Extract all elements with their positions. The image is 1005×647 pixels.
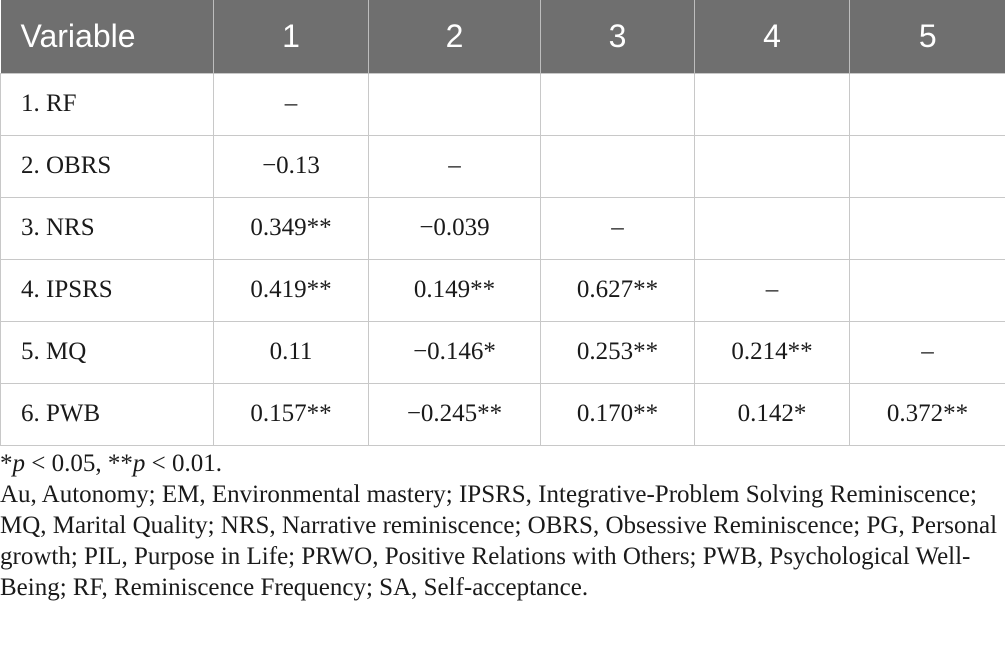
table-footnotes: *p < 0.05, **p < 0.01. Au, Autonomy; EM,…: [0, 448, 1000, 603]
table-cell: [540, 72, 695, 136]
table-cell: [368, 72, 541, 136]
table-cell: [849, 258, 1005, 322]
table-row: 4. IPSRS 0.419** 0.149** 0.627** –: [0, 258, 1005, 322]
header-variable: Variable: [20, 17, 136, 54]
table-cell: [694, 72, 850, 136]
table-row: 6. PWB 0.157** −0.245** 0.170** 0.142* 0…: [0, 382, 1005, 446]
sig-star-1: *: [0, 450, 13, 477]
table-cell: [540, 134, 695, 198]
table-cell: [849, 196, 1005, 260]
header-col-5: 5: [849, 0, 1005, 73]
table-cell: −0.039: [368, 196, 541, 260]
table-cell: 0.372**: [849, 382, 1005, 446]
correlation-table: Variable 1 2 3 4 5 1. RF – 2. OBRS −0.13…: [0, 0, 1005, 446]
table-cell: 0.170**: [540, 382, 695, 446]
table-cell: 0.627**: [540, 258, 695, 322]
abbreviations-note: Au, Autonomy; EM, Environmental mastery;…: [0, 481, 998, 601]
table-cell: –: [540, 196, 695, 260]
table-header-row: Variable 1 2 3 4 5: [0, 0, 1005, 73]
row-label: 1. RF: [0, 72, 214, 136]
table-cell: 0.142*: [694, 382, 850, 446]
table-cell: 0.419**: [213, 258, 369, 322]
table-cell: 0.11: [213, 320, 369, 384]
sig-star-2: **: [107, 450, 133, 477]
table-cell: [849, 72, 1005, 136]
table-cell: –: [213, 72, 369, 136]
significance-note: *p < 0.05, **p < 0.01.: [0, 448, 1000, 479]
sig-threshold-2: < 0.01.: [145, 450, 222, 477]
p-symbol: p: [132, 450, 146, 477]
sig-threshold-1: < 0.05,: [25, 450, 108, 477]
table-cell: 0.214**: [694, 320, 850, 384]
table-cell: –: [368, 134, 541, 198]
table-cell: –: [849, 320, 1005, 384]
table-cell: [849, 134, 1005, 198]
row-label: 4. IPSRS: [0, 258, 214, 322]
table-row: 1. RF –: [0, 72, 1005, 136]
table-cell: 0.253**: [540, 320, 695, 384]
table-cell: [694, 196, 850, 260]
table-cell: −0.245**: [368, 382, 541, 446]
header-col-1: 1: [213, 0, 369, 73]
header-col-3: 3: [540, 0, 695, 73]
table-cell: 0.157**: [213, 382, 369, 446]
table-cell: –: [694, 258, 850, 322]
p-symbol: p: [12, 450, 26, 477]
table-row: 2. OBRS −0.13 –: [0, 134, 1005, 198]
table-row: 5. MQ 0.11 −0.146* 0.253** 0.214** –: [0, 320, 1005, 384]
table-row: 3. NRS 0.349** −0.039 –: [0, 196, 1005, 260]
row-label: 5. MQ: [0, 320, 214, 384]
table-cell: −0.13: [213, 134, 369, 198]
table-cell: 0.149**: [368, 258, 541, 322]
row-label: 3. NRS: [0, 196, 214, 260]
header-col-4: 4: [694, 0, 850, 73]
row-label: 6. PWB: [0, 382, 214, 446]
table-cell: −0.146*: [368, 320, 541, 384]
table-cell: 0.349**: [213, 196, 369, 260]
table-cell: [694, 134, 850, 198]
header-col-2: 2: [368, 0, 541, 73]
row-label: 2. OBRS: [0, 134, 214, 198]
